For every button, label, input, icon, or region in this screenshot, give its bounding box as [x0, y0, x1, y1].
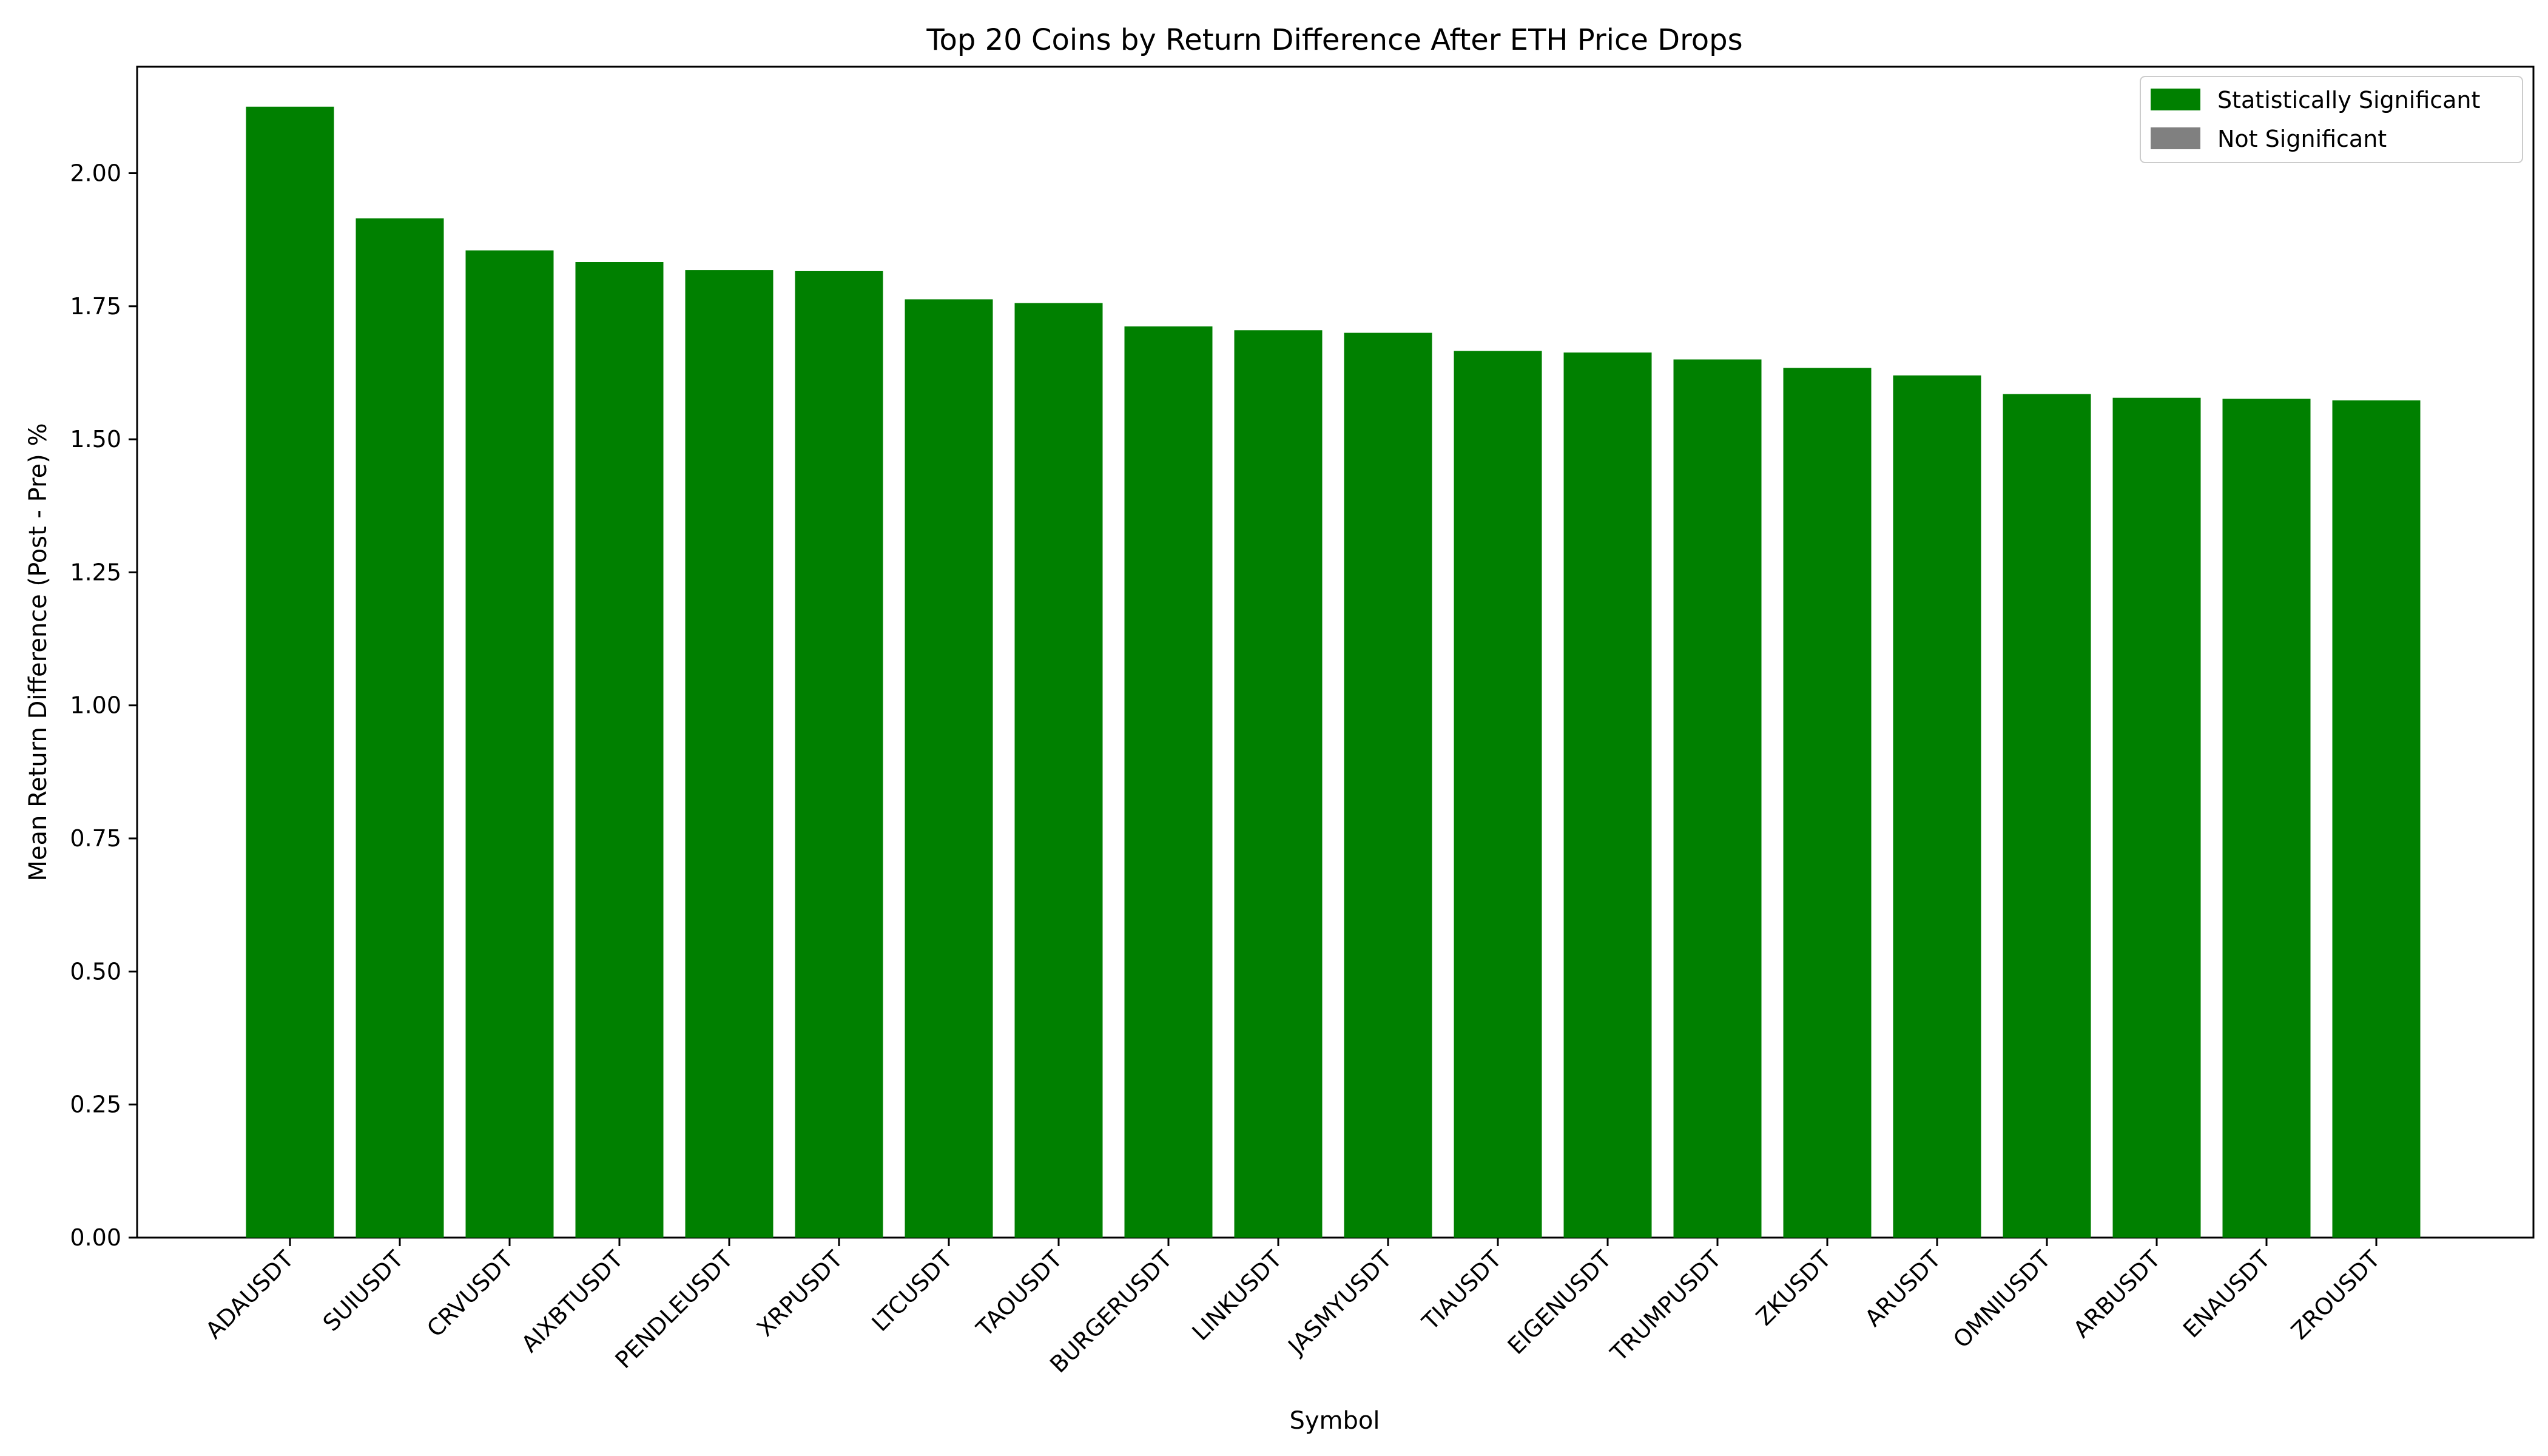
legend-box	[2140, 76, 2523, 163]
x-tick-label: ZROUSDT	[2286, 1245, 2385, 1345]
bar-suiusdt	[356, 218, 444, 1238]
y-axis-label: Mean Return Difference (Post - Pre) %	[24, 423, 52, 881]
legend-label-not-significant: Not Significant	[2217, 126, 2387, 152]
x-tick-label: LTCUSDT	[867, 1245, 958, 1336]
x-axis-label: Symbol	[1289, 1407, 1380, 1435]
bar-burgerusdt	[1124, 326, 1213, 1238]
y-tick-label: 1.25	[70, 559, 121, 585]
y-tick-label: 1.75	[70, 293, 121, 320]
plot-area: 0.00 0.25 0.50 0.75 1.00 1.25 1.50 1.75 2.00 ADA…	[70, 66, 2535, 1378]
bar-linkusdt	[1234, 330, 1323, 1238]
x-tick-label: SUIUSDT	[318, 1245, 409, 1336]
y-axis-ticks: 0.00 0.25 0.50 0.75 1.00 1.25 1.50 1.75 2.00	[70, 160, 137, 1251]
bar-zkusdt	[1783, 368, 1872, 1238]
bars-group	[246, 106, 2421, 1238]
x-tick-label: TRUMPUSDT	[1605, 1245, 1727, 1367]
y-tick-label: 1.00	[70, 692, 121, 719]
x-tick-label: ARBUSDT	[2068, 1245, 2166, 1343]
x-tick-label: PENDLEUSDT	[610, 1245, 738, 1373]
bar-crvusdt	[465, 250, 554, 1238]
x-tick-label: ADAUSDT	[200, 1245, 298, 1344]
y-tick-label: 2.00	[70, 160, 121, 187]
bar-adausdt	[246, 106, 334, 1238]
x-tick-label: TAOUSDT	[971, 1245, 1068, 1343]
bar-eigenusdt	[1563, 352, 1652, 1238]
bar-taousdt	[1014, 303, 1103, 1238]
bar-pendleusdt	[685, 270, 774, 1238]
y-tick-label: 0.50	[70, 958, 121, 985]
bar-arusdt	[1893, 375, 1981, 1238]
plot-frame	[136, 66, 2535, 1239]
x-tick-label: JASMYUSDT	[1282, 1245, 1397, 1360]
x-tick-label: ENAUSDT	[2178, 1245, 2276, 1343]
x-tick-label: XRPUSDT	[752, 1245, 848, 1342]
legend-label-significant: Statistically Significant	[2217, 87, 2480, 113]
chart-title: Top 20 Coins by Return Difference After …	[926, 23, 1742, 57]
x-tick-label: ZKUSDT	[1751, 1245, 1836, 1331]
bar-ltcusdt	[905, 299, 993, 1238]
legend-swatch-significant	[2151, 89, 2200, 110]
y-tick-label: 0.00	[70, 1224, 121, 1251]
legend: Statistically Significant Not Significan…	[2140, 76, 2523, 163]
bar-arbusdt	[2112, 397, 2201, 1238]
y-tick-label: 0.75	[70, 825, 121, 852]
x-tick-label: LINKUSDT	[1187, 1245, 1287, 1346]
x-axis-ticks: ADAUSDT SUIUSDT CRVUSDTAIXBTUSDTPENDLEUSDT…	[200, 1238, 2385, 1378]
bar-aixbtusdt	[575, 262, 664, 1238]
x-tick-label: ARUSDT	[1859, 1245, 1946, 1332]
bar-omniusdt	[2003, 394, 2091, 1238]
bar-enausdt	[2222, 399, 2311, 1238]
y-tick-label: 0.25	[70, 1091, 121, 1118]
x-tick-label: CRVUSDT	[422, 1245, 519, 1343]
legend-swatch-not-significant	[2151, 127, 2200, 149]
x-tick-label: TIAUSDT	[1417, 1245, 1507, 1336]
bar-zrousdt	[2332, 400, 2421, 1238]
x-tick-label: OMNIUSDT	[1948, 1245, 2056, 1353]
x-tick-label: AIXBTUSDT	[516, 1245, 629, 1358]
bar-trumpusdt	[1673, 359, 1762, 1238]
y-tick-label: 1.50	[70, 426, 121, 453]
x-tick-label: EIGENUSDT	[1503, 1245, 1617, 1360]
bar-tiausdt	[1454, 351, 1542, 1238]
bar-xrpusdt	[795, 271, 883, 1238]
bar-jasmyusdt	[1344, 332, 1432, 1238]
